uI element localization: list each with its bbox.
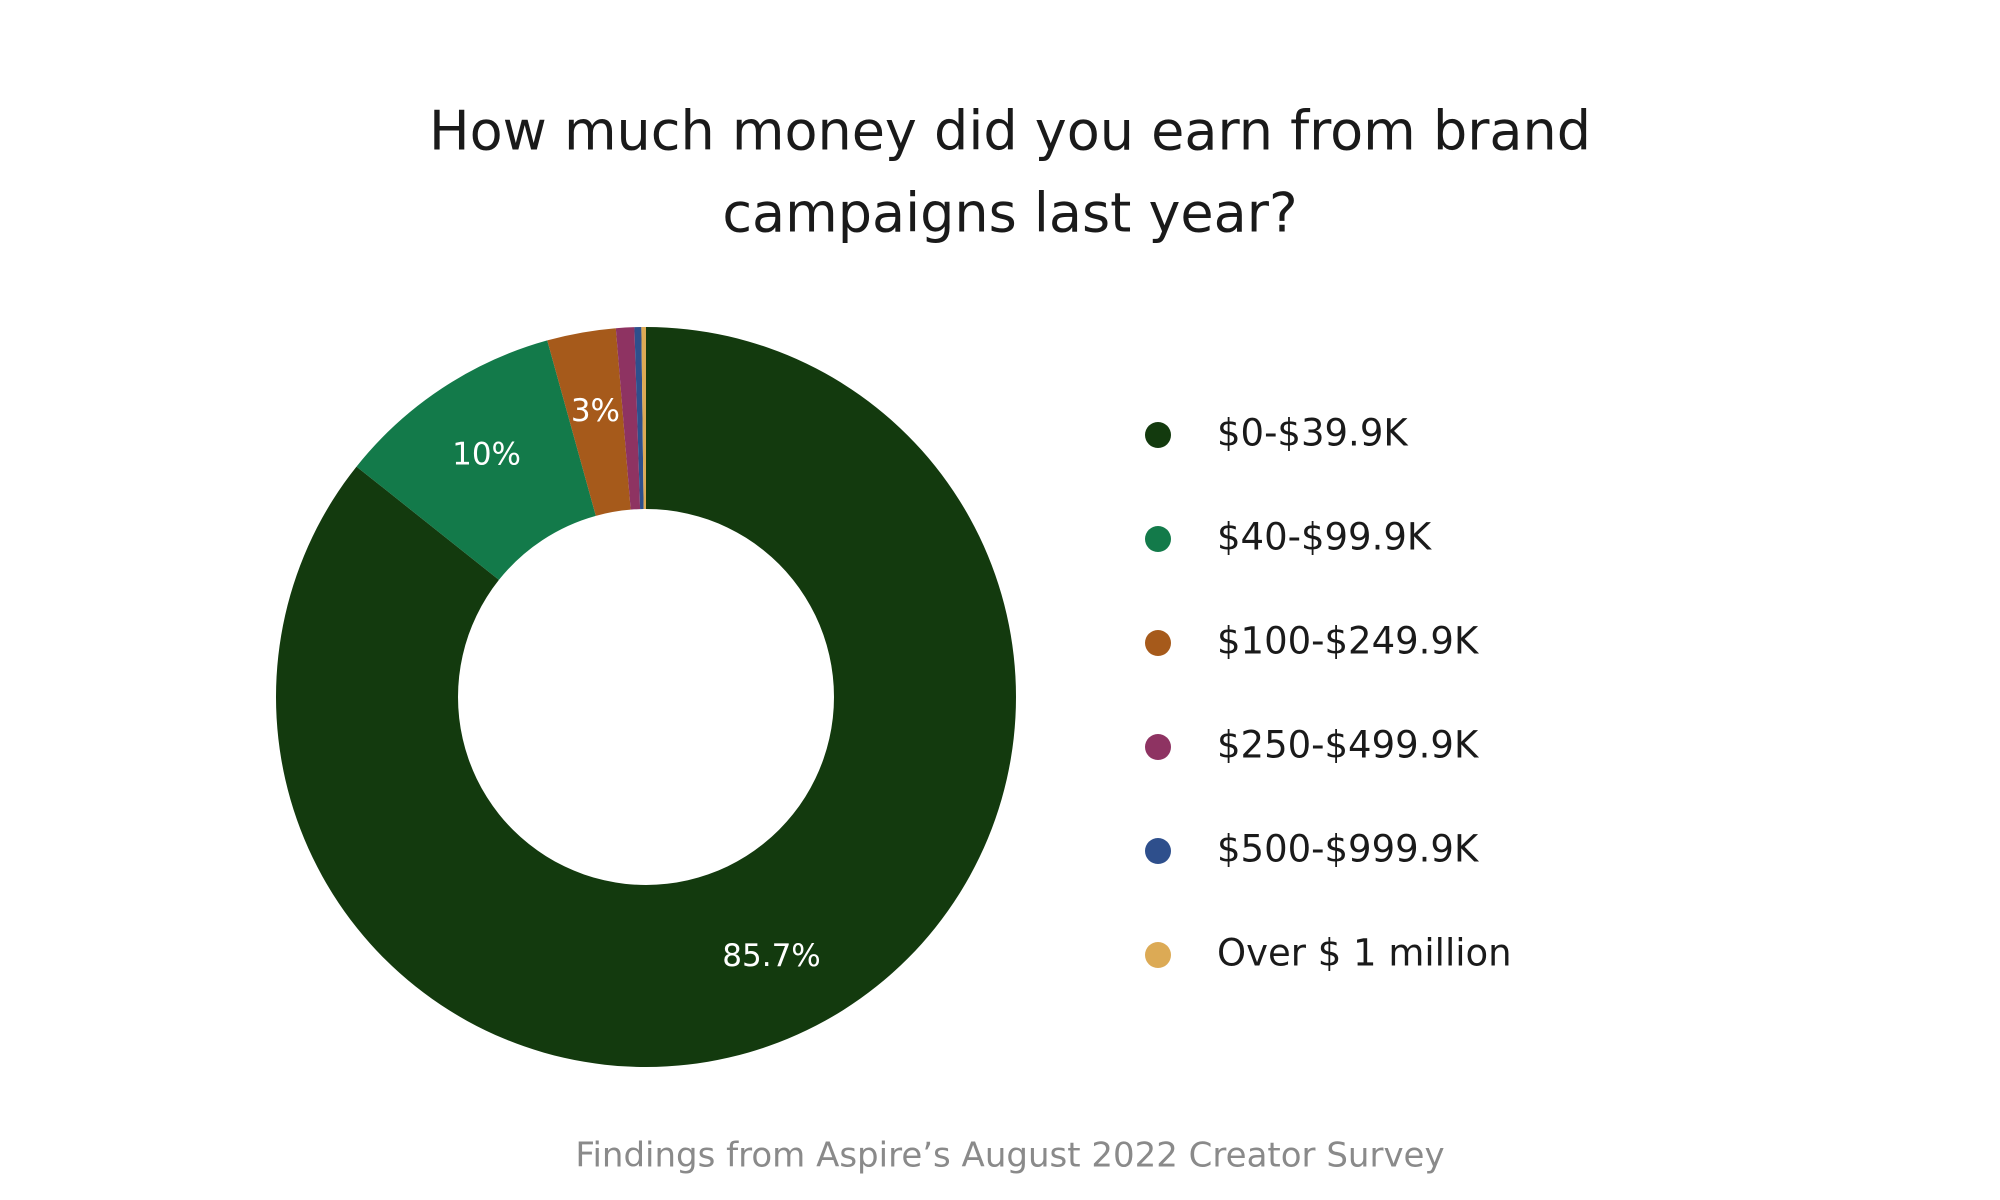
legend-label: Over $ 1 million: [1217, 932, 1512, 975]
legend-marker: [1145, 422, 1171, 448]
donut-slice: [547, 328, 631, 516]
legend-marker: [1145, 630, 1171, 656]
donut-slice: [356, 340, 596, 580]
legend-label: $40-$99.9K: [1217, 516, 1433, 559]
legend-label: $500-$999.9K: [1217, 828, 1480, 871]
data-label: 3%: [571, 393, 620, 429]
chart-title: campaigns last year?: [722, 182, 1297, 245]
legend-marker: [1145, 526, 1171, 552]
data-label: 10%: [452, 436, 521, 472]
legend-label: $250-$499.9K: [1217, 724, 1480, 767]
legend-marker: [1145, 838, 1171, 864]
legend-marker: [1145, 734, 1171, 760]
donut-slice: [641, 327, 646, 510]
chart-title: How much money did you earn from brand: [429, 100, 1591, 163]
data-label: 85.7%: [722, 938, 820, 974]
donut-slice: [615, 327, 641, 510]
footnote: Findings from Aspire’s August 2022 Creat…: [575, 1136, 1444, 1176]
legend-label: $100-$249.9K: [1217, 620, 1480, 663]
donut-slice: [276, 327, 1017, 1067]
legend-label: $0-$39.9K: [1217, 412, 1409, 455]
donut-slice: [634, 327, 644, 510]
legend-marker: [1145, 942, 1171, 968]
